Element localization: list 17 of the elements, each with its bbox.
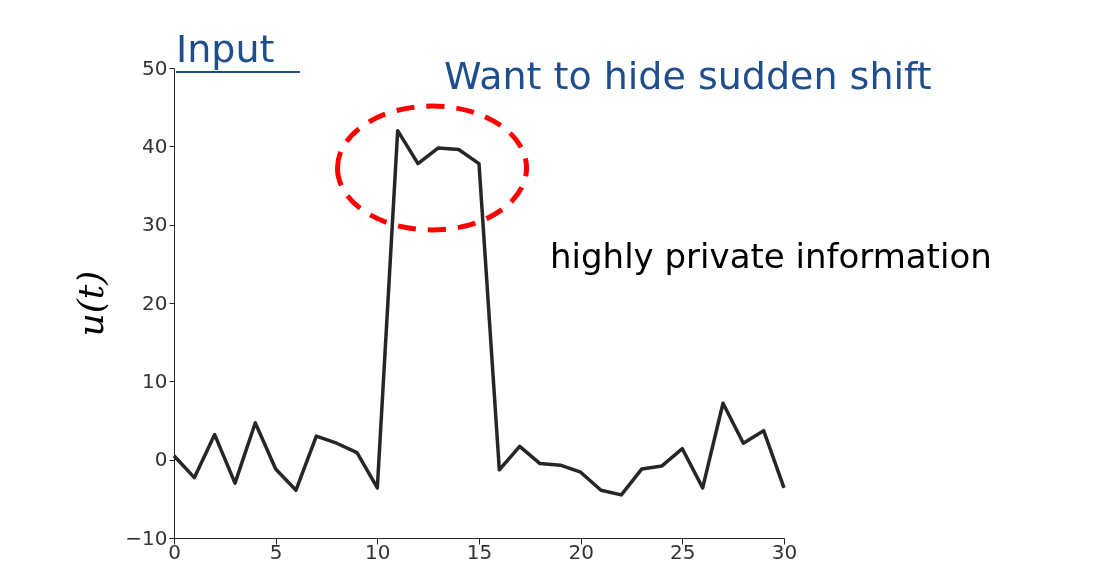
annotation: highly private information xyxy=(550,236,992,276)
x-tick-label: 20 xyxy=(568,539,594,564)
x-tick-label: 30 xyxy=(771,539,798,564)
x-tick-label: 10 xyxy=(365,539,391,564)
x-tick-label: 15 xyxy=(466,539,493,564)
y-tick-label: 0 xyxy=(154,447,168,472)
y-tick-label: −10 xyxy=(125,525,168,550)
y-tick-label: 10 xyxy=(142,368,168,393)
annotation: Want to hide sudden shift xyxy=(444,54,932,98)
y-tick-label: 20 xyxy=(142,290,168,315)
y-tick-label: 40 xyxy=(142,133,168,158)
x-tick-label: 25 xyxy=(670,539,696,564)
y-tick-label: 50 xyxy=(142,55,168,80)
y-tick-label: 30 xyxy=(142,212,168,237)
chart-title: Input xyxy=(176,27,275,71)
y-axis-title: u(t) xyxy=(70,270,112,337)
x-tick-label: 5 xyxy=(269,539,283,564)
